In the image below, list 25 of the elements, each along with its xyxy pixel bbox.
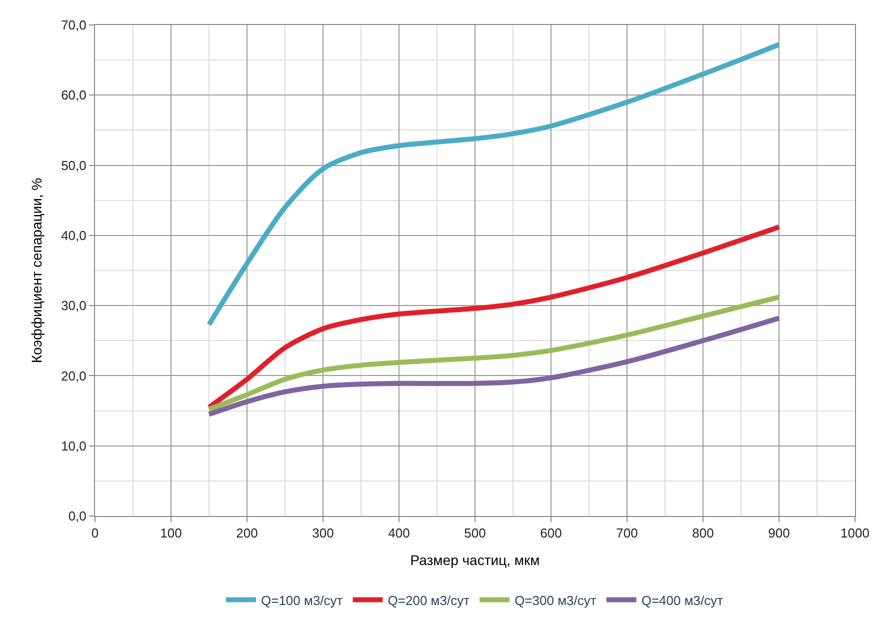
legend-label: Q=300 м3/сут bbox=[514, 592, 596, 608]
x-tick-label: 100 bbox=[160, 526, 182, 541]
y-tick-label: 30,0 bbox=[61, 298, 86, 314]
x-tick-label: 600 bbox=[540, 526, 562, 541]
y-axis-title: Коэффициент сепарации, % bbox=[28, 178, 45, 364]
legend-label: Q=200 м3/сут bbox=[388, 592, 470, 608]
y-tick-label: 0,0 bbox=[68, 508, 86, 524]
x-tick-label: 300 bbox=[312, 526, 334, 541]
legend-label: Q=100 м3/сут bbox=[261, 592, 343, 608]
x-tick-label: 900 bbox=[768, 526, 790, 541]
y-tick-label: 10,0 bbox=[61, 438, 86, 454]
x-tick-label: 200 bbox=[236, 526, 258, 541]
x-axis-title: Размер частиц, мкм bbox=[410, 552, 540, 568]
legend-label: Q=400 м3/сут bbox=[641, 592, 724, 608]
x-tick-label: 400 bbox=[388, 526, 410, 541]
x-tick-label: 0 bbox=[91, 526, 99, 541]
y-tick-label: 20,0 bbox=[61, 368, 86, 384]
x-tick-label: 1000 bbox=[840, 526, 870, 541]
y-tick-label: 60,0 bbox=[61, 88, 86, 103]
y-tick-label: 70,0 bbox=[61, 18, 86, 33]
x-tick-label: 800 bbox=[692, 526, 714, 541]
x-tick-label: 500 bbox=[464, 526, 486, 541]
y-tick-label: 40,0 bbox=[61, 228, 86, 243]
y-tick-label: 50,0 bbox=[61, 158, 86, 173]
x-tick-label: 700 bbox=[616, 526, 638, 541]
